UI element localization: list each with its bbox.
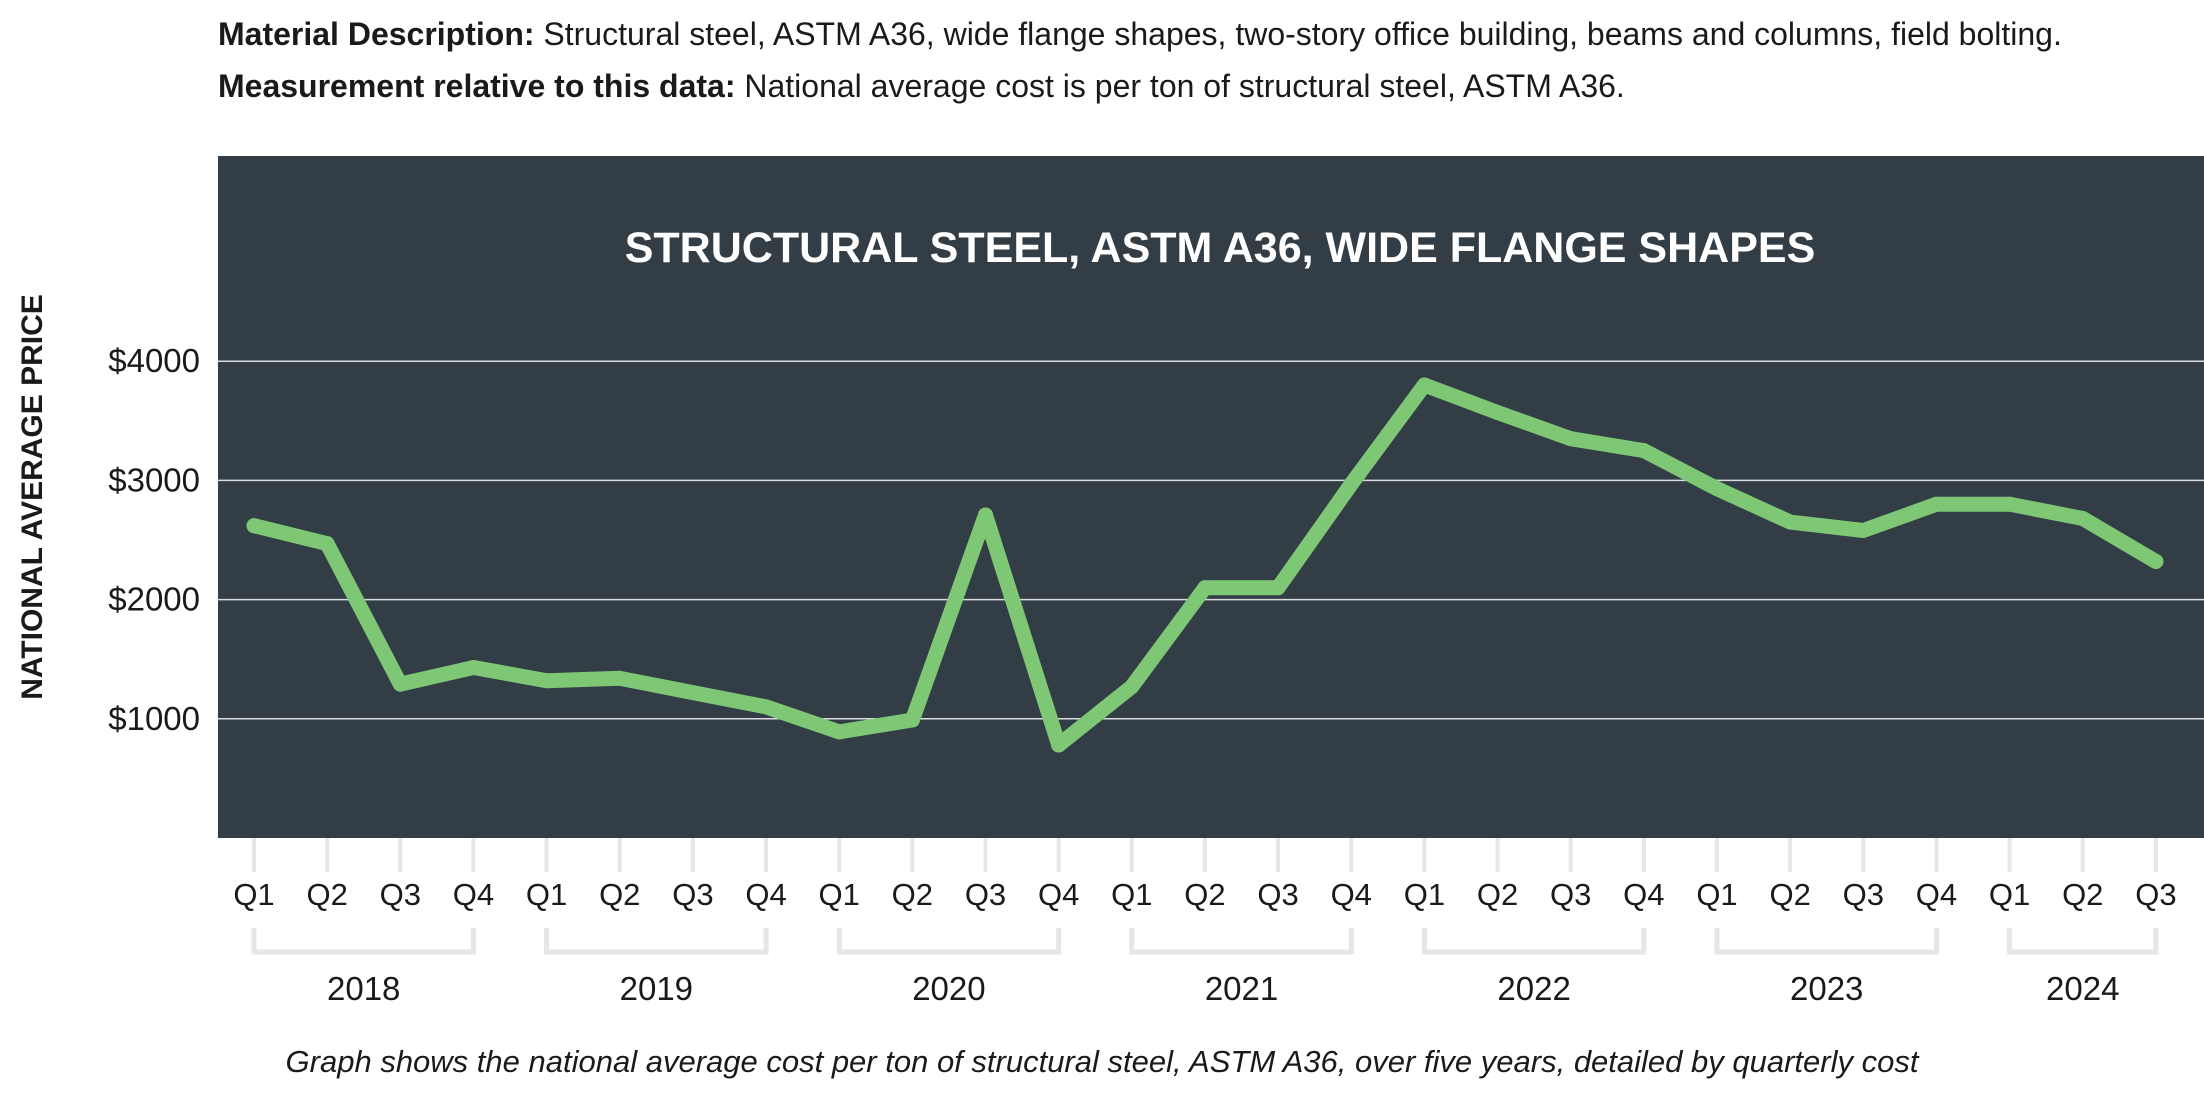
chart-panel <box>218 156 2204 838</box>
y-tick-label: $2000 <box>108 581 200 618</box>
x-tick-label: Q2 <box>1477 877 1518 912</box>
x-tick-label: Q2 <box>1769 877 1810 912</box>
x-tick-label: Q4 <box>1038 877 1079 912</box>
data-point <box>1782 514 1798 530</box>
measurement-text: National average cost is per ton of stru… <box>744 68 1625 104</box>
material-description-text: Structural steel, ASTM A36, wide flange … <box>543 16 2062 52</box>
data-point <box>1343 476 1359 492</box>
data-point <box>978 507 993 523</box>
y-axis-ticks: $1000 $2000 $3000 $4000 <box>108 342 200 737</box>
x-tick-label: Q2 <box>2062 877 2103 912</box>
year-bracket <box>1421 928 1647 955</box>
year-label: 2022 <box>1497 970 1570 1007</box>
chart-caption: Graph shows the national average cost pe… <box>285 1044 1919 1079</box>
data-point <box>319 536 335 552</box>
data-point <box>1197 580 1213 596</box>
data-point <box>685 685 701 701</box>
data-point <box>392 676 408 692</box>
x-tick-label: Q3 <box>1257 877 1298 912</box>
gridlines <box>218 360 2204 720</box>
y-tick-label: $1000 <box>108 700 200 737</box>
year-label: 2024 <box>2046 970 2119 1007</box>
year-label: 2021 <box>1205 970 1278 1007</box>
y-tick-label: $3000 <box>108 461 200 498</box>
x-tick-label: Q1 <box>526 877 567 912</box>
material-description: Material Description: Structural steel, … <box>218 14 2062 54</box>
data-point <box>831 724 847 740</box>
data-point <box>1709 481 1725 497</box>
x-tick-label: Q2 <box>306 877 347 912</box>
data-point <box>1636 443 1652 459</box>
x-tick-label: Q3 <box>2135 877 2176 912</box>
x-tick-label: Q3 <box>965 877 1006 912</box>
year-label: 2023 <box>1790 970 1863 1007</box>
x-tick-label: Q1 <box>1404 877 1445 912</box>
x-tick-label: Q1 <box>1696 877 1737 912</box>
x-tick-label: Q3 <box>1550 877 1591 912</box>
year-label: 2020 <box>912 970 985 1007</box>
year-bracket <box>251 928 476 955</box>
x-tick-label: Q1 <box>233 877 274 912</box>
year-bracket <box>1714 928 1939 955</box>
data-point <box>246 518 262 534</box>
data-point <box>904 712 920 728</box>
x-tick-label: Q3 <box>380 877 421 912</box>
x-axis-ticks: Q1 Q2 Q3 Q4 Q1 Q2 Q3 Q4 Q1 Q2 Q3 Q4 Q1 Q2 Q3 Q4 Q1 Q2 Q3 Q4… <box>233 838 2177 912</box>
x-tick-label: Q1 <box>1989 877 2030 912</box>
y-tick-label: $4000 <box>108 342 200 379</box>
data-point <box>758 699 774 715</box>
year-bracket <box>2007 928 2159 955</box>
x-tick-label: Q2 <box>892 877 933 912</box>
chart-title: STRUCTURAL STEEL, ASTM A36, WIDE FLANGE … <box>625 224 1816 272</box>
data-point <box>1416 377 1432 393</box>
year-label: 2019 <box>620 970 693 1007</box>
data-point <box>2148 553 2164 569</box>
measurement-description: Measurement relative to this data: Natio… <box>218 66 1625 106</box>
data-point <box>539 673 555 689</box>
data-point <box>1051 737 1067 753</box>
x-tick-label: Q3 <box>672 877 713 912</box>
year-bracket <box>836 928 1062 955</box>
data-point <box>1563 431 1579 447</box>
year-brackets: 2018 2019 2020 2021 2022 2023 2024 <box>251 928 2159 1007</box>
year-bracket <box>544 928 769 955</box>
x-tick-label: Q4 <box>1916 877 1957 912</box>
series-line-group <box>246 377 2164 753</box>
data-point <box>612 670 628 686</box>
material-description-label: Material Description: <box>218 16 535 52</box>
x-tick-label: Q4 <box>453 877 494 912</box>
data-point <box>1490 404 1506 420</box>
x-tick-label: Q4 <box>745 877 786 912</box>
data-point <box>2075 511 2091 527</box>
x-tick-label: Q1 <box>819 877 860 912</box>
data-point <box>2002 496 2018 512</box>
x-tick-label: Q2 <box>1184 877 1225 912</box>
data-point <box>1928 496 1944 512</box>
data-point <box>465 660 481 676</box>
x-tick-label: Q3 <box>1843 877 1884 912</box>
x-tick-label: Q4 <box>1331 877 1372 912</box>
data-point <box>1124 679 1140 695</box>
year-label: 2018 <box>327 970 400 1007</box>
x-tick-label: Q2 <box>599 877 640 912</box>
year-bracket <box>1129 928 1354 955</box>
y-axis-label: NATIONAL AVERAGE PRICE <box>16 294 49 700</box>
data-point <box>1855 522 1871 538</box>
data-point <box>1270 580 1286 596</box>
x-tick-label: Q4 <box>1623 877 1664 912</box>
line-chart: STRUCTURAL STEEL, ASTM A36, WIDE FLANGE … <box>16 156 2204 1007</box>
measurement-label: Measurement relative to this data: <box>218 68 736 104</box>
x-tick-label: Q1 <box>1111 877 1152 912</box>
